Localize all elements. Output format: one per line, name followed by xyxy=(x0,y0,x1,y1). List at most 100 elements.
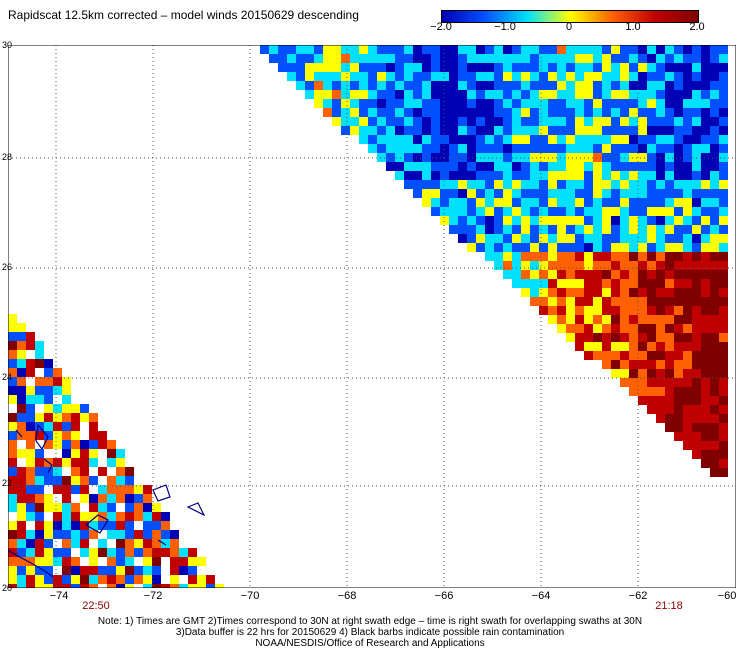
wind-cell xyxy=(107,512,116,521)
wind-cell xyxy=(323,72,332,81)
wind-cell xyxy=(575,153,584,162)
wind-cell xyxy=(566,135,575,144)
wind-cell xyxy=(665,324,674,333)
wind-cell xyxy=(80,476,89,485)
wind-cell xyxy=(53,386,62,395)
wind-cell xyxy=(485,135,494,144)
wind-cell xyxy=(548,45,557,54)
wind-cell xyxy=(431,63,440,72)
wind-cell xyxy=(143,503,152,512)
wind-cell xyxy=(53,368,62,377)
wind-cell xyxy=(710,126,719,135)
wind-cell xyxy=(683,63,692,72)
wind-cell xyxy=(566,54,575,63)
wind-cell xyxy=(413,45,422,54)
wind-cell xyxy=(620,261,629,270)
wind-cell xyxy=(593,216,602,225)
wind-cell xyxy=(35,359,44,368)
wind-cell xyxy=(89,458,98,467)
wind-cell xyxy=(611,162,620,171)
wind-cell xyxy=(44,386,53,395)
wind-cell xyxy=(629,225,638,234)
wind-cell xyxy=(359,63,368,72)
wind-cell xyxy=(35,512,44,521)
wind-cell xyxy=(467,99,476,108)
lat-label: 20 xyxy=(2,583,13,593)
wind-cell xyxy=(485,243,494,252)
wind-cell xyxy=(692,396,701,405)
wind-cell xyxy=(26,530,35,539)
wind-cell xyxy=(674,99,683,108)
wind-cell xyxy=(719,369,728,378)
wind-cell xyxy=(656,414,665,423)
wind-cell xyxy=(125,539,134,548)
wind-cell xyxy=(35,458,44,467)
wind-cell xyxy=(521,90,530,99)
wind-cell xyxy=(575,189,584,198)
wind-cell xyxy=(620,306,629,315)
wind-cell xyxy=(638,279,647,288)
wind-cell xyxy=(503,180,512,189)
wind-cell xyxy=(557,54,566,63)
wind-cell xyxy=(548,180,557,189)
wind-cell xyxy=(683,396,692,405)
wind-cell xyxy=(350,81,359,90)
wind-cell xyxy=(143,494,152,503)
wind-cell xyxy=(719,45,728,54)
wind-cell xyxy=(107,530,116,539)
wind-cell xyxy=(710,234,719,243)
wind-cell xyxy=(449,144,458,153)
wind-cell xyxy=(629,54,638,63)
wind-cell xyxy=(629,81,638,90)
wind-cell xyxy=(8,341,17,350)
wind-cell xyxy=(638,126,647,135)
wind-cell xyxy=(8,503,17,512)
wind-cell xyxy=(611,126,620,135)
wind-cell xyxy=(494,171,503,180)
wind-cell xyxy=(341,81,350,90)
wind-cell xyxy=(404,180,413,189)
wind-cell xyxy=(656,216,665,225)
wind-cell xyxy=(8,431,17,440)
wind-cell xyxy=(458,225,467,234)
wind-cell xyxy=(26,476,35,485)
wind-cell xyxy=(665,198,674,207)
wind-cell xyxy=(602,144,611,153)
wind-cell xyxy=(476,144,485,153)
lat-label: 22 xyxy=(2,478,13,488)
wind-cell xyxy=(548,162,557,171)
wind-cell xyxy=(584,225,593,234)
wind-cell xyxy=(44,422,53,431)
wind-cell xyxy=(656,396,665,405)
wind-cell xyxy=(638,198,647,207)
wind-cell xyxy=(386,72,395,81)
wind-cell xyxy=(710,333,719,342)
wind-cell xyxy=(35,467,44,476)
wind-cell xyxy=(431,180,440,189)
wind-cell xyxy=(494,216,503,225)
wind-cell xyxy=(53,548,62,557)
wind-cell xyxy=(674,396,683,405)
wind-cell xyxy=(440,180,449,189)
wind-cell xyxy=(458,144,467,153)
wind-cell xyxy=(719,108,728,117)
wind-cell xyxy=(512,162,521,171)
wind-cell xyxy=(467,45,476,54)
wind-cell xyxy=(620,162,629,171)
wind-cell xyxy=(467,153,476,162)
wind-cell xyxy=(647,351,656,360)
wind-cell xyxy=(386,90,395,99)
wind-cell xyxy=(314,72,323,81)
wind-cell xyxy=(80,548,89,557)
wind-cell xyxy=(557,144,566,153)
wind-cell xyxy=(647,342,656,351)
wind-cell xyxy=(368,81,377,90)
wind-cell xyxy=(620,189,629,198)
wind-cell xyxy=(539,252,548,261)
time-label-right: 21:18 xyxy=(655,600,683,612)
wind-cell xyxy=(656,252,665,261)
wind-cell xyxy=(467,117,476,126)
wind-cell xyxy=(89,566,98,575)
wind-cell xyxy=(557,297,566,306)
wind-cell xyxy=(548,99,557,108)
